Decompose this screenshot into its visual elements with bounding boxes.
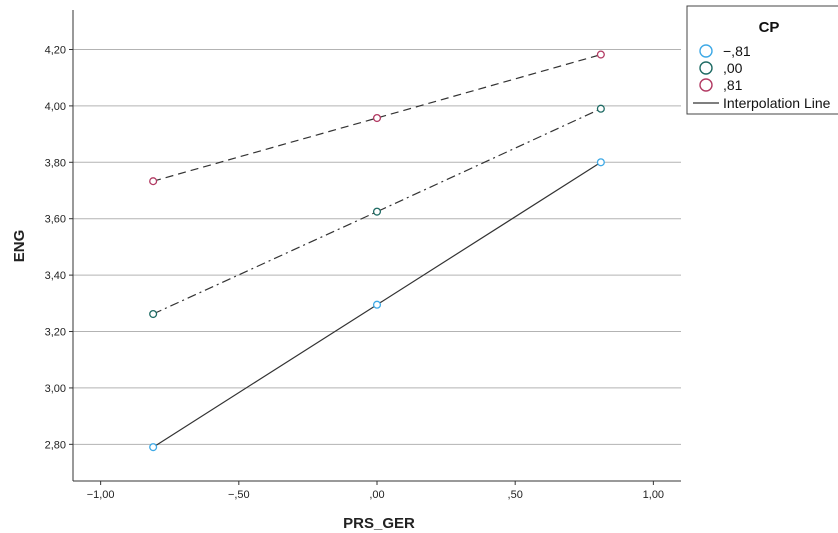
x-tick-label: −,50 (228, 489, 250, 501)
y-tick-label: 3,20 (45, 327, 66, 339)
series-line-2 (152, 108, 602, 315)
y-tick-label: 3,00 (45, 383, 66, 395)
legend-entries: −,81,00,81 (699, 43, 751, 93)
y-tick-label: 3,60 (45, 214, 66, 226)
legend-box (686, 5, 838, 115)
data-point (596, 104, 605, 113)
legend-marker (699, 61, 713, 75)
grid-lines (73, 48, 681, 445)
y-tick-label: 2,80 (45, 439, 66, 451)
x-tick-label: ,50 (508, 489, 523, 501)
x-tick-label: ,00 (369, 489, 384, 501)
y-tick-label: 4,00 (45, 101, 66, 113)
y-tick-label: 4,20 (45, 44, 66, 56)
legend-label: ,81 (723, 77, 743, 93)
x-tick-label: 1,00 (643, 489, 664, 501)
data-point (372, 300, 382, 309)
x-axis-title: PRS_GER (343, 515, 415, 532)
data-point (372, 207, 382, 216)
data-point (596, 50, 605, 59)
data-point (596, 158, 605, 167)
axes (69, 10, 681, 485)
legend-label: −,81 (723, 43, 751, 59)
y-tick-label: 3,80 (45, 157, 66, 169)
legend-title: CP (759, 19, 780, 36)
data-point (149, 177, 158, 186)
y-axis-title: ENG (11, 230, 28, 263)
x-tick-label: −1,00 (87, 489, 115, 501)
legend-marker (699, 78, 713, 92)
y-tick-label: 3,40 (45, 270, 66, 282)
legend-interpolation-line-label: Interpolation Line (723, 95, 831, 111)
legend-label: ,00 (723, 60, 743, 76)
data-point (149, 309, 158, 319)
data-points (149, 50, 605, 452)
legend-marker (699, 44, 713, 58)
legend: CP −,81,00,81 Interpolation Line (686, 5, 838, 115)
data-point (372, 113, 382, 123)
tick-labels: 2,80 3,00 3,20 3,40 3,60 3,80 4,00 4,20 −1,00 −,5… (45, 44, 664, 501)
data-point (149, 443, 158, 452)
